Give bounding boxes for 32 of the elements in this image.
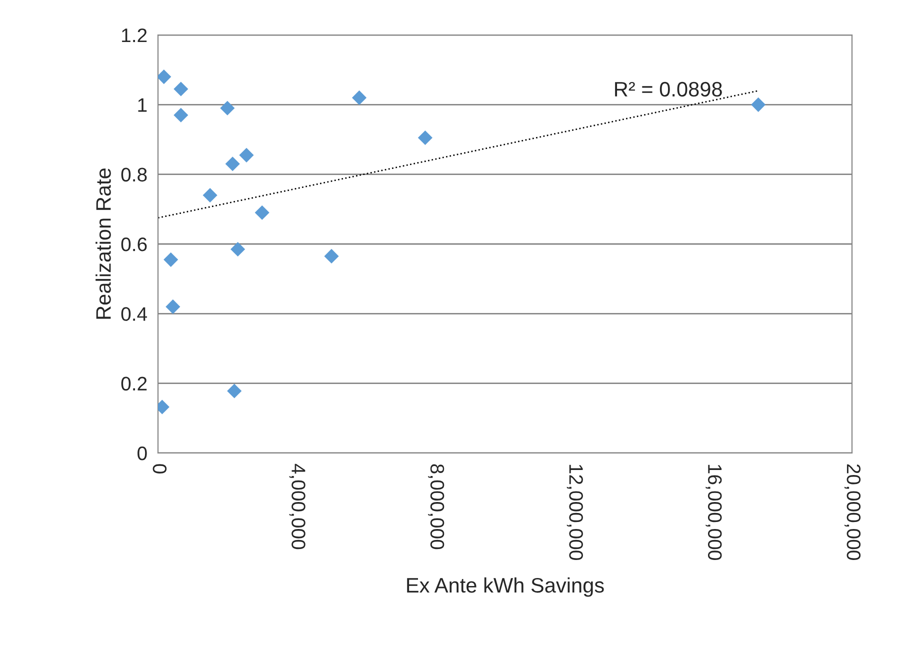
x-tick-label: 12,000,000 [566, 464, 583, 560]
y-tick-label: 0.6 [121, 237, 147, 252]
y-tick-label: 0.8 [121, 168, 147, 182]
y-axis-title: Realization Rate [96, 168, 111, 319]
point [230, 242, 246, 257]
x-tick-label: 4,000,000 [289, 464, 306, 550]
y-tick-label: 1 [138, 98, 147, 112]
point [164, 252, 178, 267]
y-tick-label: 0.2 [121, 376, 147, 391]
annotation: R² = 0.0898 [615, 82, 722, 97]
point [227, 384, 242, 398]
point [254, 205, 270, 220]
point [174, 108, 188, 122]
point [166, 299, 180, 314]
point [174, 82, 188, 96]
x-tick-label: 16,000,000 [706, 464, 722, 560]
point [239, 148, 254, 162]
y-tick-label: 0.4 [121, 307, 148, 321]
point [202, 188, 218, 203]
point [751, 97, 766, 112]
x-tick-label: 8,000,000 [428, 464, 444, 550]
y-tick-label: 1.2 [122, 28, 147, 42]
point [352, 90, 367, 105]
x-tick-label: 0 [152, 464, 167, 474]
x-axis-title: Ex Ante kWh Savings [407, 577, 604, 597]
point [324, 248, 339, 264]
point [158, 70, 172, 84]
y-tick-label: 0 [138, 446, 147, 460]
point [220, 100, 235, 116]
point [225, 156, 240, 172]
x-tick-label: 20,000,000 [844, 464, 861, 560]
point [418, 130, 432, 146]
